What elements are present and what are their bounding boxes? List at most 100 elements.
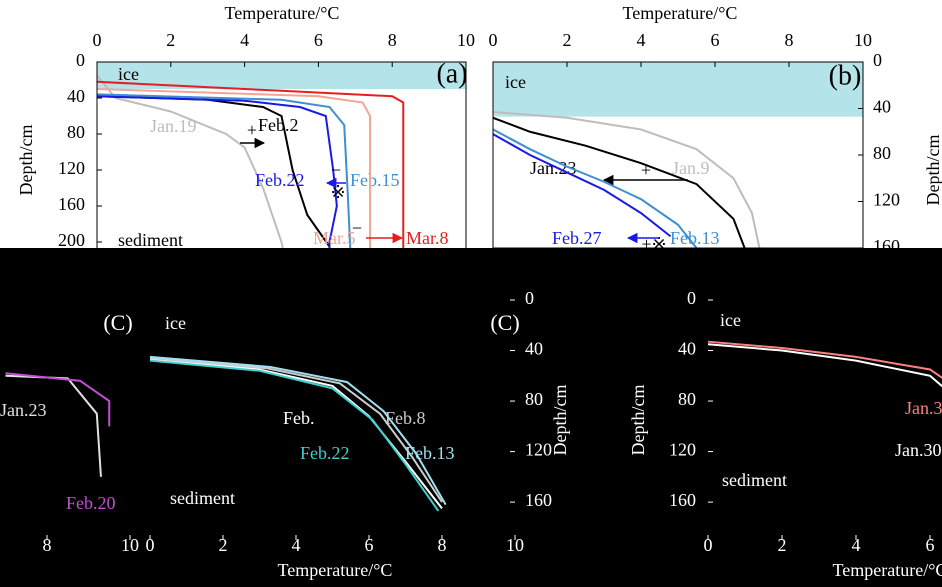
band	[708, 489, 942, 540]
x-tick-label: 0	[704, 535, 713, 555]
x-tick-label: 10	[506, 535, 524, 555]
series-label: Feb.	[283, 408, 315, 428]
band	[150, 300, 515, 326]
y-tick-label: 160	[669, 490, 696, 510]
x-tick-label: 8	[438, 535, 447, 555]
x-tick-label: 0	[93, 30, 102, 50]
x-tick-label: 2	[778, 535, 787, 555]
series-label: Jan.9	[672, 158, 710, 178]
profile-line	[492, 133, 672, 238]
profile-line	[707, 340, 942, 379]
y-tick-label: 0	[687, 288, 696, 308]
profile-line	[96, 93, 353, 279]
profile-line	[149, 359, 440, 512]
profile-line	[96, 95, 331, 278]
profile-line	[707, 343, 942, 388]
panel-label: (C)	[490, 310, 519, 335]
x-axis-label: Temperature/°C	[278, 560, 393, 580]
profile-line	[492, 116, 746, 249]
x-axis-label: Temperature/°C	[623, 3, 738, 23]
y-axis-label: Depth/cm	[550, 385, 570, 456]
panel-label: (a)	[436, 58, 467, 89]
profile-line	[149, 357, 443, 503]
profile-line	[96, 80, 405, 278]
bottom-row: Jan.23 Feb.20 8 10 (C) ice sediment Feb. Feb.8 Fe…	[0, 288, 942, 580]
y-tick-label: 0	[76, 50, 85, 70]
y-tick-label: 40	[678, 339, 696, 359]
x-tick-label: 2	[219, 535, 228, 555]
x-tick-label: 6	[711, 30, 720, 50]
band	[150, 489, 515, 540]
series-label: Mar.8	[406, 228, 449, 248]
profile-line	[149, 358, 443, 510]
band-label: ice	[505, 72, 526, 92]
x-tick-label: 4	[292, 535, 301, 555]
top-row: ice sediment Jan.19 Feb.2 Feb.22 Feb.15 Mar.5 M…	[16, 3, 942, 286]
y-tick-label: 40	[873, 97, 891, 117]
series-label: Feb.20	[66, 493, 116, 513]
band-label: ice	[720, 310, 741, 330]
annotation: −	[331, 160, 341, 180]
y-tick-label: 120	[58, 158, 85, 178]
band-label: sediment	[118, 230, 183, 250]
panel-label: (b)	[829, 60, 862, 91]
series-label: Feb.2	[258, 115, 299, 135]
band-label: sediment	[722, 470, 787, 490]
y-tick-label: 160	[525, 490, 552, 510]
series-label: Feb.15	[350, 170, 400, 190]
x-tick-label: 0	[146, 535, 155, 555]
y-tick-label: 120	[873, 190, 900, 210]
band	[493, 62, 863, 117]
series-label: Feb.13	[405, 443, 455, 463]
x-tick-label: 4	[637, 30, 646, 50]
y-tick-label: 160	[58, 194, 85, 214]
x-tick-label: 0	[489, 30, 498, 50]
series-label: Mar.5	[313, 228, 356, 248]
series-label: Feb.8	[385, 408, 426, 428]
x-tick-label: 10	[457, 30, 475, 50]
band	[708, 300, 942, 326]
x-axis-label: Temperature/°C	[225, 3, 340, 23]
profile-line	[96, 95, 338, 278]
x-tick-label: 8	[388, 30, 397, 50]
panel-label: (C)	[103, 310, 132, 335]
y-tick-label: 80	[67, 122, 85, 142]
y-tick-label: 0	[873, 50, 882, 70]
y-tick-label: 200	[58, 230, 85, 250]
y-tick-label: 40	[67, 86, 85, 106]
x-tick-label: 10	[854, 30, 872, 50]
profile-line	[5, 372, 111, 427]
y-axis-label: Depth/cm	[628, 385, 648, 456]
band-label: ice	[165, 313, 186, 333]
x-axis-label: Temperature/°C	[833, 560, 942, 580]
profile-line	[492, 110, 761, 249]
x-tick-label: 2	[563, 30, 572, 50]
annotation: +	[641, 160, 651, 180]
y-tick-label: 0	[525, 288, 534, 308]
band-label: sediment	[170, 488, 235, 508]
y-axis-label: Depth/cm	[16, 125, 36, 196]
x-tick-label: 4	[240, 30, 249, 50]
x-tick-label: 4	[852, 535, 861, 555]
series-label: Jan.23	[0, 400, 47, 420]
series-label: Jan.19	[150, 116, 197, 136]
annotation: +	[247, 120, 257, 140]
profile-line	[149, 355, 447, 506]
series-label: Jan.23	[530, 158, 577, 178]
x-tick-label: 2	[166, 30, 175, 50]
series-label: Feb.27	[552, 228, 602, 248]
y-tick-label: 120	[525, 440, 552, 460]
x-tick-label: 6	[314, 30, 323, 50]
y-tick-label: 40	[525, 339, 543, 359]
x-tick-label: 10	[121, 535, 139, 555]
x-tick-label: 6	[926, 535, 935, 555]
series-label: Feb.22	[255, 170, 305, 190]
x-tick-label: 6	[365, 535, 374, 555]
y-tick-label: 80	[678, 389, 696, 409]
annotation: −	[352, 218, 362, 238]
profile-line	[96, 74, 290, 279]
x-tick-label: 8	[43, 535, 52, 555]
y-tick-label: 120	[669, 440, 696, 460]
